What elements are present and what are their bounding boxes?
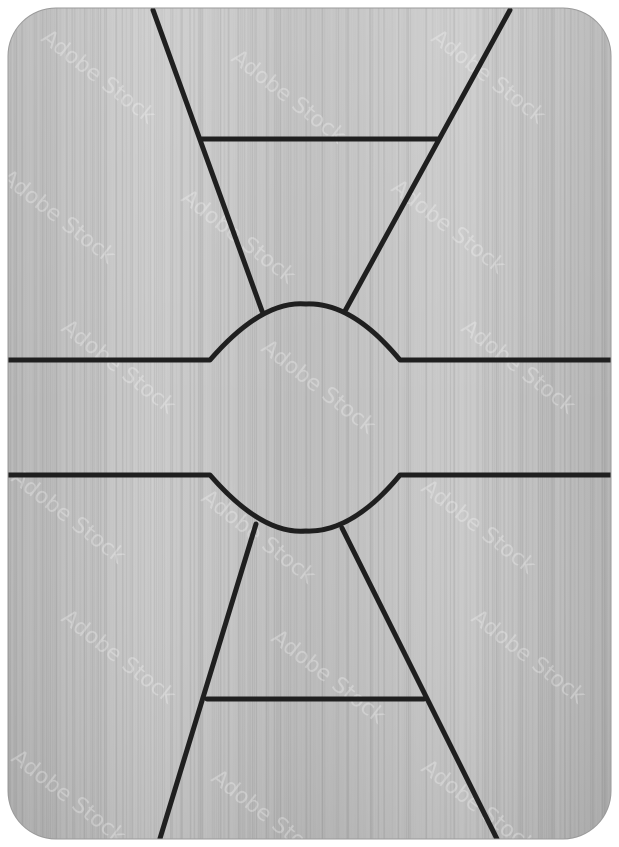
lower-band-line <box>8 472 611 534</box>
card-border <box>7 7 612 840</box>
lower-right-diagonal-line <box>339 525 503 839</box>
brush-streak <box>2 0 3 847</box>
upper-left-diagonal-line <box>150 8 265 314</box>
engraved-pattern <box>8 8 611 839</box>
lower-left-diagonal-line <box>155 521 259 839</box>
upper-right-diagonal-line <box>342 8 513 314</box>
brush-streak <box>6 0 7 847</box>
upper-band-line <box>8 301 611 363</box>
